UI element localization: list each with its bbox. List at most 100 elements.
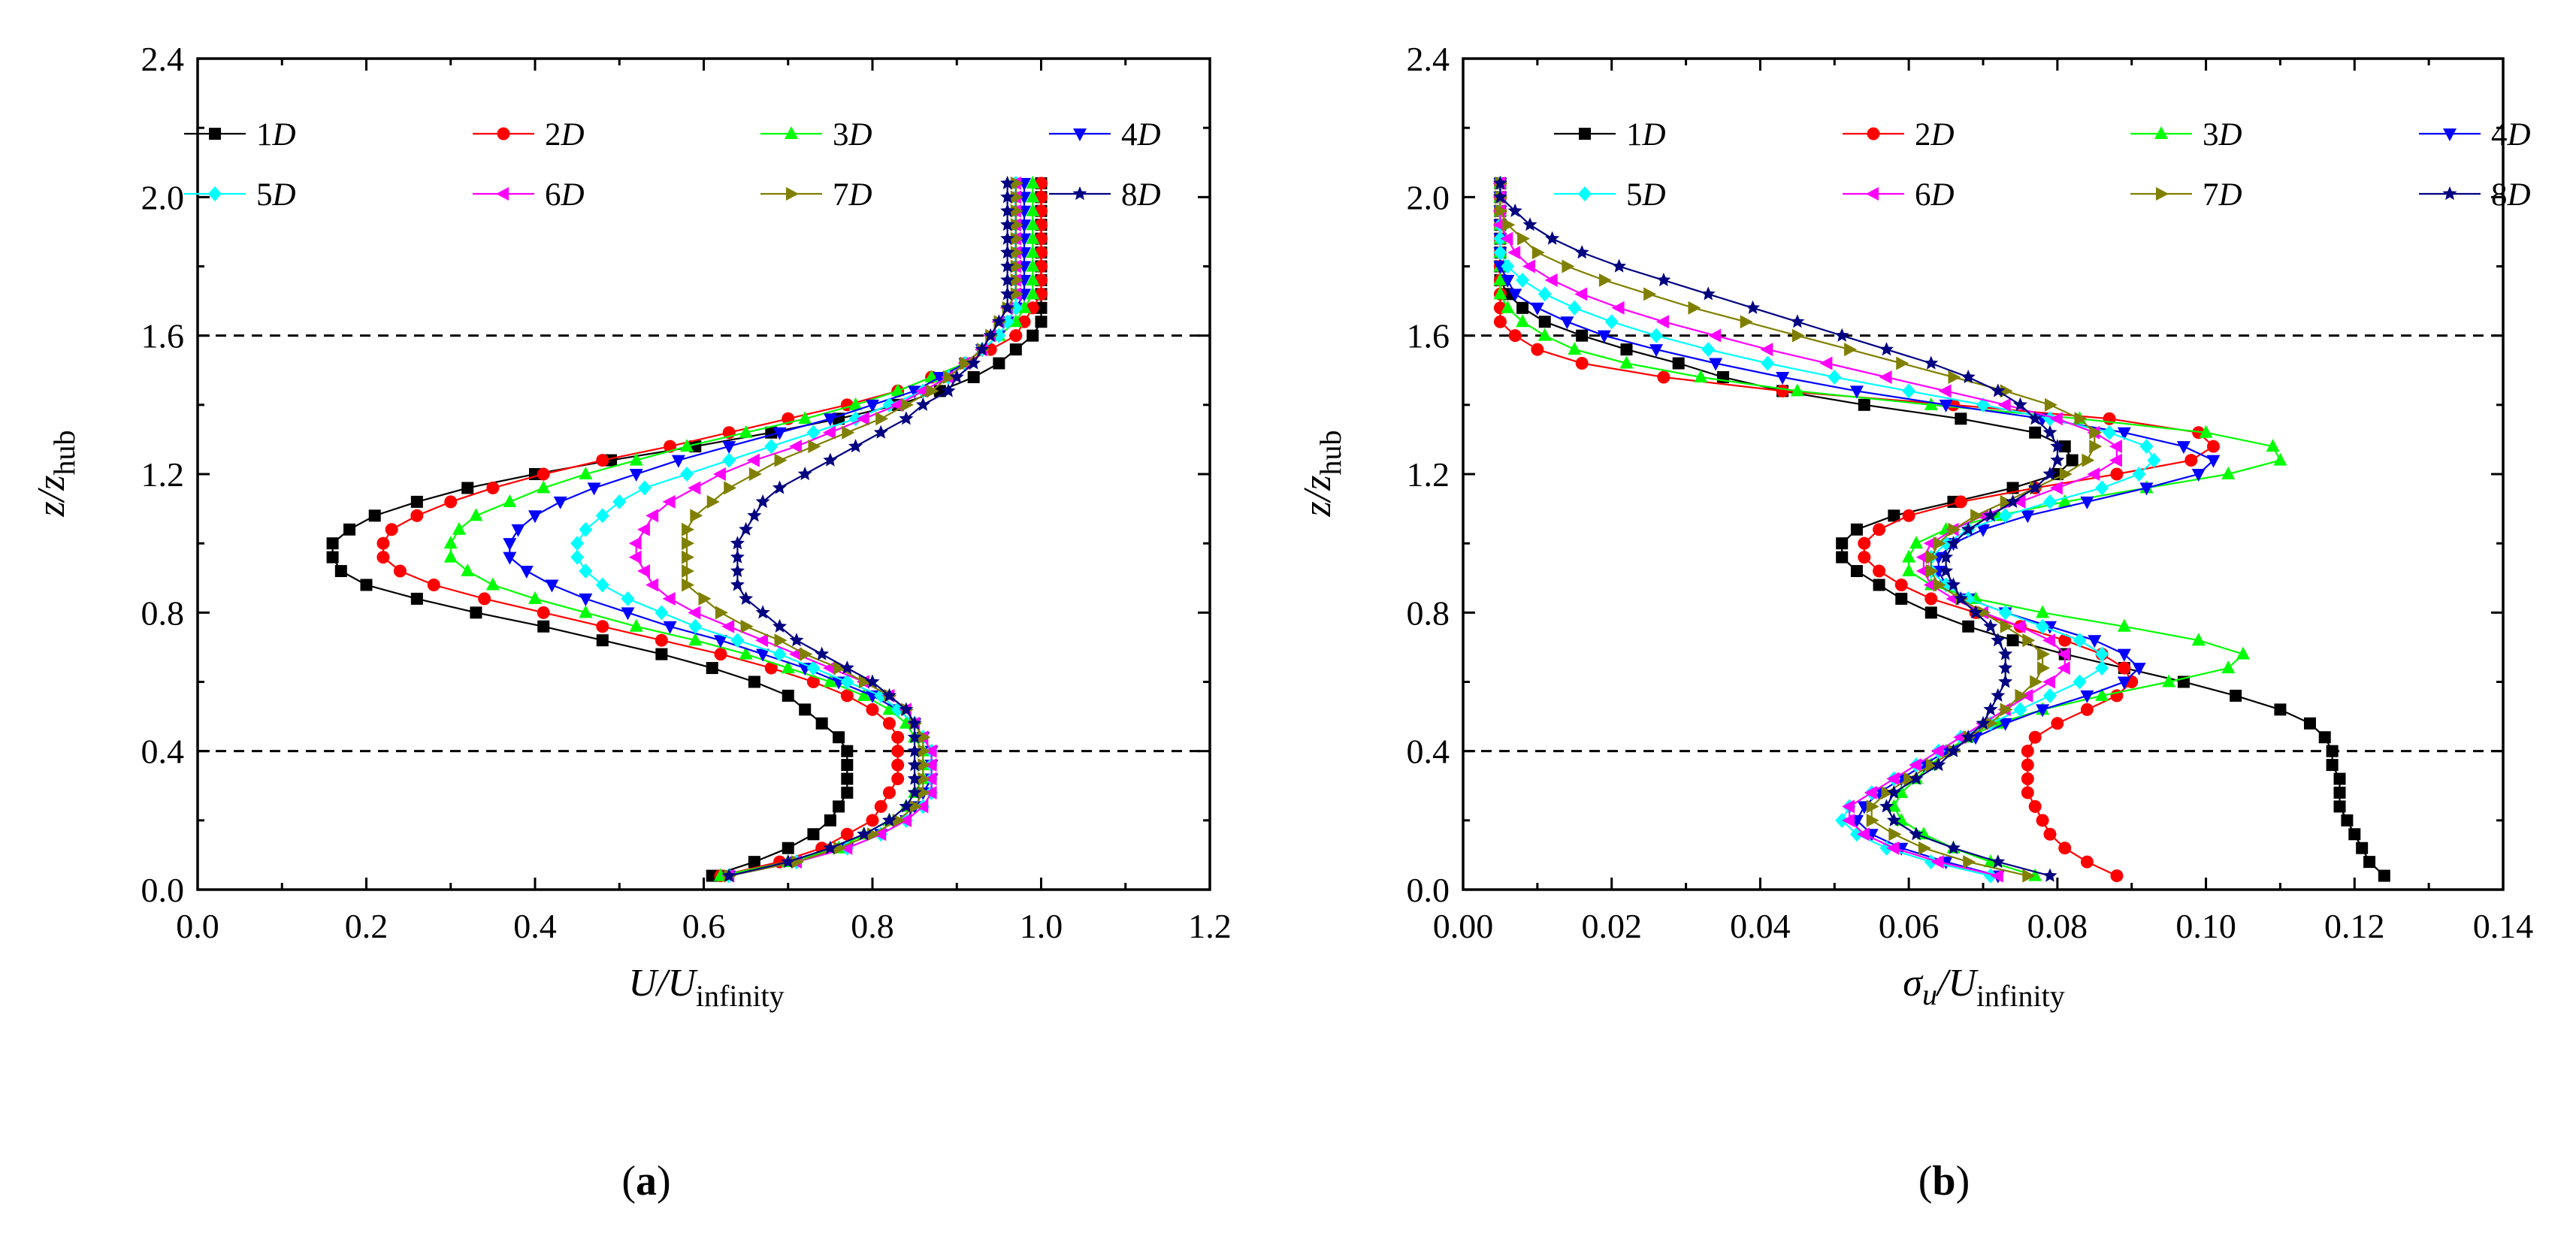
data-point-2D: [764, 661, 778, 675]
data-point-2D: [2043, 827, 2057, 841]
data-point-4D: [629, 469, 643, 482]
y-axis-title: z/zhub: [30, 431, 81, 518]
data-point-2D: [427, 578, 440, 591]
data-point-5D: [1761, 355, 1775, 371]
data-point-8D: [1946, 840, 1961, 854]
data-point-2D: [1009, 329, 1023, 343]
data-point-4D: [1998, 718, 2012, 731]
data-point-1D: [2326, 745, 2339, 757]
data-point-8D: [907, 771, 922, 785]
data-point-3D: [629, 618, 643, 632]
data-point-7D: [740, 619, 754, 633]
data-point-3D: [1619, 355, 1634, 369]
legend-label-number: 5: [1626, 177, 1643, 213]
x-axis-title-subscript-var: u: [1922, 978, 1937, 1011]
data-point-8D: [907, 715, 922, 730]
data-point-8D: [2006, 494, 2021, 508]
x-axis-title-main: σ: [1903, 962, 1924, 1005]
data-point-1D: [410, 495, 423, 508]
data-point-4D: [2021, 510, 2035, 524]
data-point-2D: [1776, 384, 1789, 397]
data-point-8D: [1939, 564, 1954, 578]
legend-item-4D: 4D: [2419, 117, 2531, 153]
data-point-1D: [461, 482, 474, 494]
data-point-6D: [646, 509, 659, 523]
data-point-7D: [1010, 176, 1023, 190]
data-point-6D: [1655, 315, 1669, 329]
data-point-3D: [2095, 687, 2109, 701]
data-point-1D: [1850, 565, 1863, 578]
data-point-7D: [1598, 273, 1612, 287]
data-point-8D: [1983, 508, 1998, 522]
data-point-1D: [2326, 759, 2339, 772]
data-point-2D: [2110, 869, 2124, 883]
data-point-1D: [1516, 301, 1529, 314]
data-point-8D: [907, 785, 922, 799]
panel-label: (b): [1918, 1158, 1970, 1204]
data-point-8D: [915, 397, 930, 411]
data-point-5D: [1998, 605, 2012, 621]
data-point-5D: [806, 425, 821, 440]
data-point-8D: [1746, 300, 1761, 314]
data-point-6D: [1819, 356, 1833, 370]
data-point-1D: [1858, 398, 1870, 411]
data-point-3D: [2236, 646, 2250, 660]
data-point-2D: [1657, 370, 1670, 384]
data-point-1D: [368, 509, 381, 522]
x-tick-label: 0.14: [2473, 907, 2534, 945]
data-point-5D: [2095, 480, 2109, 496]
data-point-8D: [857, 827, 872, 841]
data-point-6D: [1915, 564, 1929, 579]
data-point-2D: [2021, 758, 2034, 772]
data-point-3D: [537, 480, 551, 494]
data-point-1D: [1026, 329, 1039, 342]
data-point-7D: [1010, 204, 1023, 218]
data-point-7D: [943, 370, 957, 384]
legend-label-var: D: [272, 177, 296, 213]
data-point-7D: [1925, 758, 1939, 772]
data-point-2D: [1575, 357, 1589, 370]
data-point-8D: [991, 314, 1006, 328]
data-point-6D: [2057, 647, 2070, 661]
legend-marker: [496, 187, 509, 201]
legend-label-var: D: [848, 177, 872, 213]
x-tick-label: 0.2: [345, 907, 389, 945]
data-point-5D: [764, 439, 779, 455]
data-point-2D: [2058, 633, 2072, 647]
data-point-8D: [873, 425, 888, 439]
data-point-3D: [443, 536, 458, 549]
legend-item-3D: 3D: [2130, 117, 2242, 153]
data-point-3D: [1537, 328, 1552, 341]
legend-marker: [2443, 128, 2457, 141]
x-tick-label: 0.0: [176, 907, 219, 945]
data-point-8D: [2027, 480, 2042, 494]
data-point-6D: [1930, 855, 1944, 869]
data-point-8D: [1790, 314, 1805, 328]
data-point-7D: [1517, 231, 1531, 246]
data-point-7D: [918, 758, 931, 772]
data-point-2D: [2036, 814, 2049, 827]
data-point-5D: [806, 660, 821, 676]
data-point-8D: [881, 812, 896, 827]
data-point-2D: [1924, 592, 1938, 606]
data-point-4D: [1597, 330, 1611, 343]
legend-marker: [1073, 128, 1087, 141]
y-tick-label: 0.4: [141, 733, 185, 771]
data-point-3D: [2199, 425, 2213, 438]
legend-label-var: D: [2218, 177, 2242, 213]
data-point-5D: [2073, 674, 2087, 690]
data-point-1D: [2006, 634, 2019, 647]
data-point-8D: [1946, 536, 1961, 550]
data-point-3D: [461, 564, 475, 577]
data-point-8D: [983, 328, 998, 342]
data-point-8D: [1939, 549, 1954, 564]
data-point-8D: [1961, 521, 1976, 536]
data-point-2D: [714, 648, 727, 661]
data-point-7D: [1688, 301, 1701, 315]
data-point-7D: [1010, 259, 1023, 273]
legend-marker: [1072, 186, 1087, 201]
legend-item-6D: 6D: [1843, 177, 1955, 213]
data-point-2D: [891, 745, 905, 758]
data-point-8D: [1909, 827, 1924, 841]
data-point-2D: [891, 772, 905, 786]
